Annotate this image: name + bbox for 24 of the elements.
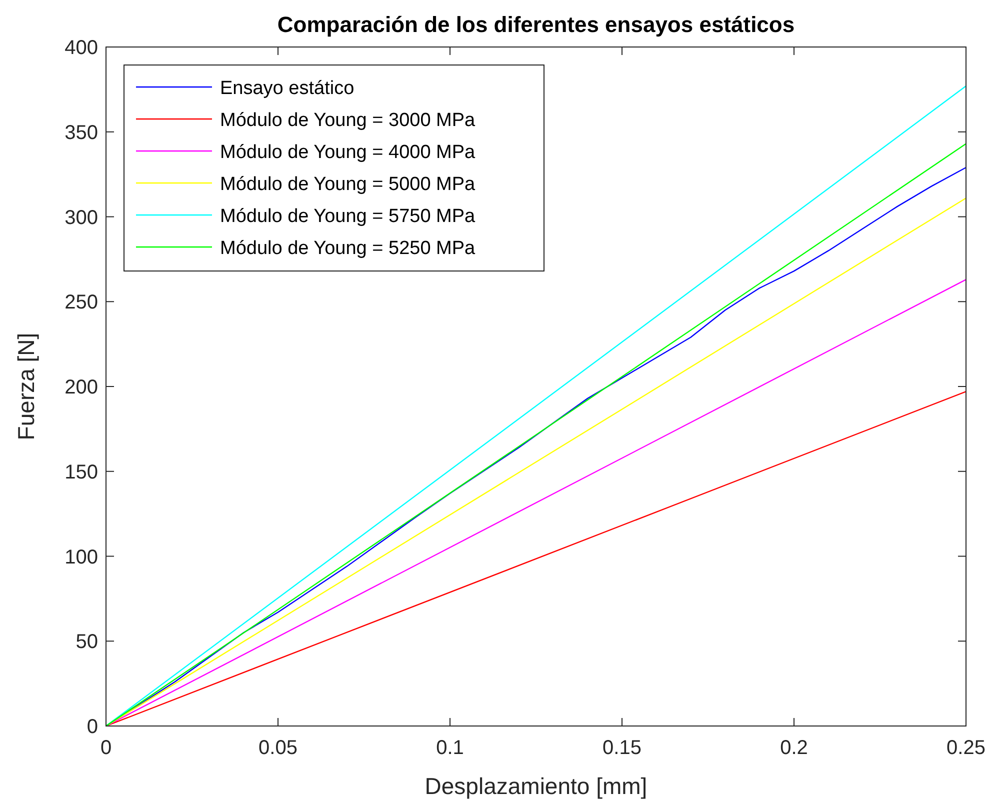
x-tick-label: 0.2 [780, 737, 808, 759]
y-tick-label: 100 [64, 546, 98, 568]
x-axis-title: Desplazamiento [mm] [424, 773, 648, 799]
legend-label: Módulo de Young = 4000 MPa [220, 142, 476, 163]
legend-label: Módulo de Young = 5250 MPa [220, 238, 476, 259]
y-tick-label: 150 [64, 461, 98, 484]
y-tick-label: 350 [64, 122, 98, 144]
y-tick-label: 50 [76, 631, 98, 654]
y-tick-label: 250 [64, 292, 98, 314]
chart-title: Comparación de los diferentes ensayos estáticos [277, 12, 795, 37]
x-tick-label: 0.25 [946, 737, 986, 759]
y-axis-title: Fuerza [N] [13, 332, 39, 440]
y-tick-label: 300 [64, 206, 98, 229]
x-tick-label: 0.15 [602, 737, 642, 759]
x-tick-label: 0.05 [258, 737, 298, 759]
legend-label: Módulo de Young = 3000 MPa [220, 110, 476, 131]
legend-label: Ensayo estático [220, 78, 354, 99]
x-tick-label: 0.1 [436, 737, 464, 759]
legend-label: Módulo de Young = 5750 MPa [220, 206, 476, 227]
x-tick-label: 0 [100, 737, 112, 759]
y-tick-label: 0 [86, 716, 98, 738]
y-tick-label: 200 [64, 376, 98, 398]
legend-label: Módulo de Young = 5000 MPa [220, 174, 476, 195]
y-tick-label: 400 [64, 37, 98, 59]
